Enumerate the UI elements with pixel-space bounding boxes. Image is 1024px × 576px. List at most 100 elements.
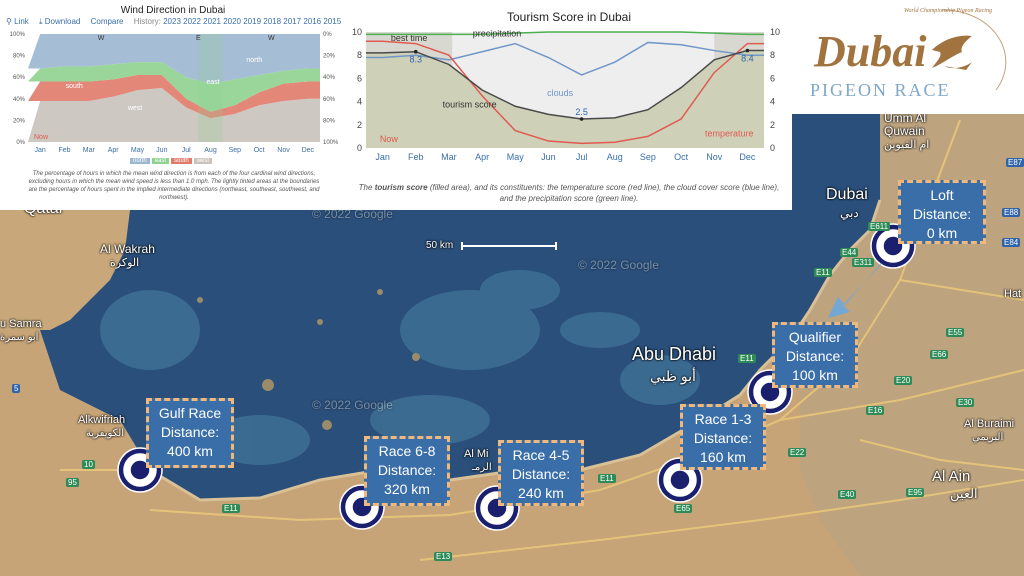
wind-direction-panel: Wind Direction in Dubai ⚲ Link ⤓ Downloa… (0, 0, 346, 210)
tourism-title: Tourism Score in Dubai (506, 10, 632, 24)
direction-label: W (268, 35, 275, 42)
race-box-race-4-5[interactable]: Race 4-5 Distance: 240 km (498, 440, 584, 506)
temperature-line (366, 40, 764, 145)
wind-band-south (28, 75, 320, 119)
islands (197, 289, 420, 430)
legend-item-north: north (130, 158, 150, 164)
y-tick-left: 4 (357, 97, 362, 107)
scale-label: 50 km (426, 240, 454, 251)
history-year-link[interactable]: 2017 (283, 17, 304, 26)
race-distance-label: Distance: (160, 424, 220, 440)
wind-title: Wind Direction in Dubai (120, 5, 226, 16)
best-time-label: best time (391, 33, 428, 43)
y-tick-right: 8 (770, 50, 775, 60)
race-box-race-6-8[interactable]: Race 6-8 Distance: 320 km (364, 436, 450, 506)
road-e11-a: E11 (738, 354, 756, 363)
race-title: Qualifier (788, 329, 842, 345)
race-title: Race 1-3 (694, 411, 752, 427)
y-tick-left: 10 (352, 27, 362, 37)
band-label-south: south (66, 83, 83, 90)
series-label-temperature: temperature (705, 128, 754, 138)
direction-arrow (828, 262, 882, 318)
road-e65: E65 (674, 504, 693, 513)
y-tick-left: 0 (357, 143, 362, 153)
x-tick: Apr (475, 152, 489, 162)
city-al-wakrah-ar: الوكرة (110, 257, 140, 269)
x-tick: Mar (441, 152, 457, 162)
city-dubai-ar: دبي (840, 206, 859, 220)
road-e66: E66 (930, 350, 949, 359)
road-e311: E311 (852, 258, 875, 267)
history-years: 2023 2022 2021 2020 2019 2018 2017 2016 … (163, 17, 341, 26)
history-year-link[interactable]: 2019 (243, 17, 264, 26)
city-alkwifriah-ar: الكويفرية (86, 428, 125, 439)
history-year-link[interactable]: 2016 (303, 17, 324, 26)
history-year-link[interactable]: 2021 (203, 17, 224, 26)
legend-item-west: west (193, 158, 213, 164)
race-title: Race 6-8 (378, 443, 436, 459)
race-distance-value: 0 km (926, 225, 958, 241)
map-watermark: © 2022 Google (312, 207, 393, 221)
race-title: Race 4-5 (512, 447, 570, 463)
band-label-west: west (127, 105, 142, 112)
x-tick: Aug (607, 152, 623, 162)
road-e87: E87 (1006, 158, 1024, 167)
y-tick-right: 6 (770, 73, 775, 83)
race-title: Gulf Race (158, 405, 222, 421)
x-tick: May (507, 152, 525, 162)
legend-item-south: south (171, 158, 192, 164)
race-box-qualifier[interactable]: Qualifier Distance: 100 km (772, 322, 858, 388)
link-button[interactable]: Link (14, 17, 29, 26)
caption-c: (filled area), and its constituents: the… (427, 183, 780, 203)
tourism-area (366, 50, 764, 148)
y-tick-left: 20% (13, 118, 26, 124)
wind-caption: The percentage of hours in which the mea… (28, 171, 320, 201)
city-al-buraimi-ar: البريمي (972, 432, 1004, 443)
road-e16: E16 (866, 406, 885, 415)
road-e95: E95 (906, 488, 925, 497)
road-95: 95 (66, 478, 79, 487)
city-abu-dhabi-ar: أبو ظبي (650, 368, 696, 384)
city-al-ain-ar: العين (950, 486, 978, 501)
city-al-ma: الرمـ (472, 462, 492, 473)
city-umm-al-quwain: Umm Al Quwain (884, 111, 926, 138)
series-label-now: Now (380, 134, 399, 144)
road-5: 5 (12, 384, 21, 393)
band-label-north: north (246, 57, 262, 64)
annotation-point (413, 49, 418, 54)
history-year-link[interactable]: 2015 (323, 17, 342, 26)
race-distance-value: 160 km (700, 449, 746, 465)
annotation-label: 2.5 (575, 107, 588, 117)
brand-name: Dubai (814, 27, 927, 76)
x-tick: Mar (83, 147, 96, 154)
city-alkwifriah: Alkwifriah (78, 414, 126, 426)
x-tick: Jul (182, 147, 191, 154)
annotation-label: 8.3 (409, 55, 422, 65)
race-box-loft[interactable]: Loft Distance: 0 km (898, 180, 986, 244)
race-box-gulf-race[interactable]: Gulf Race Distance: 400 km (146, 398, 234, 468)
download-button[interactable]: Download (44, 17, 81, 26)
y-tick-right: 4 (770, 97, 775, 107)
history-year-link[interactable]: 2022 (183, 17, 204, 26)
road-e11-c: E11 (222, 504, 240, 513)
y-tick-left: 100% (10, 32, 26, 38)
x-tick: Apr (108, 147, 120, 154)
annotation-point (745, 48, 750, 53)
city-abu-samra-ar: ابو سمرة (0, 332, 39, 343)
history-year-link[interactable]: 2018 (263, 17, 284, 26)
x-tick: Jul (576, 152, 588, 162)
dove-icon (932, 35, 972, 68)
race-box-race-1-3[interactable]: Race 1-3 Distance: 160 km (680, 404, 766, 470)
road-10: 10 (82, 460, 95, 469)
history-year-link[interactable]: 2023 (163, 17, 184, 26)
ring-center (493, 504, 501, 512)
y-tick-left: 40% (13, 97, 26, 103)
city-abu-dhabi: Abu Dhabi (632, 344, 717, 364)
y-tick-left: 0% (16, 140, 25, 146)
series-label-precipitation: precipitation (473, 29, 522, 39)
brand-logo-panel: Dubai PIGEON RACE World Championship Pig… (792, 0, 1024, 114)
history-year-link[interactable]: 2020 (223, 17, 244, 26)
compare-button[interactable]: Compare (90, 17, 124, 26)
wind-legend: north east south west (130, 158, 214, 164)
